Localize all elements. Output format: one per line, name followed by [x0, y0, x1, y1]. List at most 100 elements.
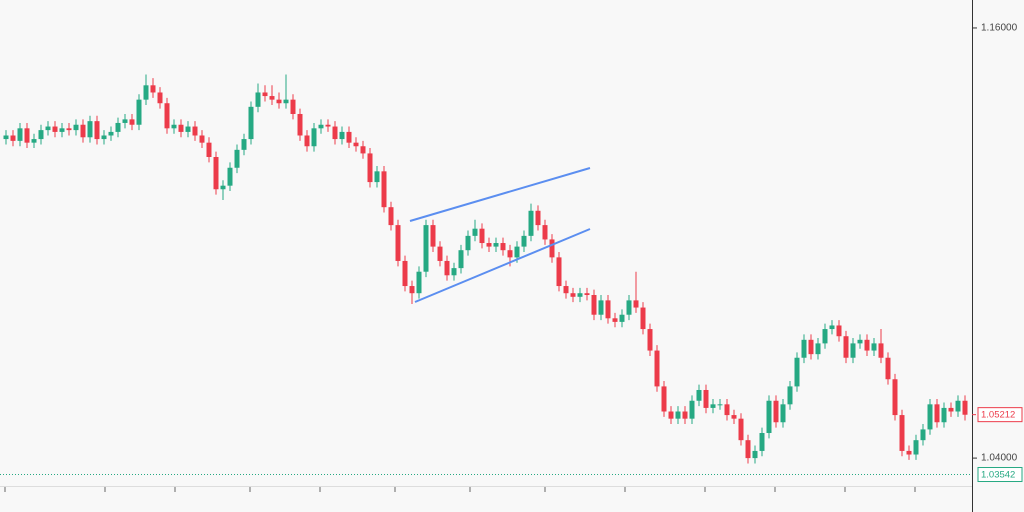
candle-body: [948, 407, 954, 412]
candle-body: [710, 404, 716, 408]
price-label-box: [977, 407, 1023, 423]
candle-body: [605, 300, 611, 319]
candle-body: [640, 307, 646, 330]
candle-body: [150, 85, 156, 93]
candle-body: [171, 124, 177, 129]
candle-body: [129, 119, 135, 125]
candle-body: [535, 210, 541, 226]
candle-body: [514, 246, 520, 258]
candle-body: [633, 300, 639, 308]
candle-body: [549, 239, 555, 258]
candle-body: [164, 103, 170, 129]
candle-body: [367, 153, 373, 183]
candle-body: [430, 225, 436, 247]
candle-body: [297, 113, 303, 136]
candle-body: [906, 450, 912, 455]
candle-body: [822, 329, 828, 344]
candle-body: [255, 92, 261, 107]
candle-body: [374, 171, 380, 183]
candle-body: [325, 124, 331, 127]
candle-body: [612, 318, 618, 322]
candle-body: [584, 293, 590, 296]
candle-body: [801, 339, 807, 358]
candle-body: [346, 131, 352, 143]
candle-body: [437, 246, 443, 261]
candle-body: [829, 325, 835, 330]
candle-body: [941, 407, 947, 423]
candle-body: [920, 429, 926, 441]
candle-body: [864, 339, 870, 351]
candle-body: [892, 379, 898, 416]
candle-body: [682, 411, 688, 419]
y-tick-label: 1.16000: [981, 23, 1018, 34]
candle-body: [409, 286, 415, 294]
candle-body: [661, 386, 667, 412]
candle-body: [3, 135, 9, 140]
candle-body: [808, 339, 814, 355]
candle-body: [416, 271, 422, 294]
candle-body: [73, 124, 79, 131]
candle-body: [381, 171, 387, 208]
candle-body: [423, 225, 429, 272]
candle-body: [115, 122, 121, 132]
candle-body: [465, 235, 471, 251]
trend-line: [414, 228, 591, 303]
candle-body: [731, 415, 737, 419]
candle-body: [654, 350, 660, 387]
candle-body: [878, 343, 884, 358]
candle-body: [178, 124, 184, 132]
candle-body: [360, 146, 366, 154]
candle-body: [486, 243, 492, 247]
price-label-box: [977, 467, 1023, 483]
candle-body: [766, 400, 772, 434]
candle-body: [276, 99, 282, 104]
candle-body: [94, 121, 100, 140]
price-label: 1.05212: [981, 410, 1015, 421]
candle-body: [745, 440, 751, 459]
candle-body: [290, 99, 296, 114]
candle-body: [794, 357, 800, 387]
candle-body: [528, 210, 534, 236]
candle-body: [962, 400, 968, 415]
candle-body: [10, 135, 16, 141]
candle-body: [185, 126, 191, 132]
candle-body: [850, 343, 856, 358]
candle-body: [577, 293, 583, 297]
candle-body: [759, 433, 765, 451]
candle-body: [500, 243, 506, 251]
candle-body: [668, 411, 674, 419]
candle-body: [619, 314, 625, 322]
candle-body: [507, 250, 513, 258]
y-tick-label: 1.04000: [981, 453, 1018, 464]
candle-body: [675, 411, 681, 419]
candle-body: [521, 235, 527, 247]
candle-body: [45, 126, 51, 131]
candle-body: [269, 96, 275, 100]
candle-body: [66, 128, 72, 131]
candle-body: [787, 386, 793, 405]
candle-body: [220, 185, 226, 190]
candle-body: [304, 135, 310, 147]
candle-body: [199, 135, 205, 143]
candle-body: [451, 268, 457, 276]
candle-body: [339, 131, 345, 140]
candle-body: [479, 228, 485, 244]
candle-body: [52, 126, 58, 132]
candle-body: [192, 126, 198, 136]
candle-body: [871, 343, 877, 351]
candle-body: [101, 135, 107, 140]
candle-body: [136, 99, 142, 125]
candle-body: [248, 106, 254, 140]
candle-body: [241, 139, 247, 150]
candle-body: [696, 389, 702, 401]
candle-body: [857, 339, 863, 344]
candle-body: [836, 325, 842, 337]
price-label: 1.03542: [981, 470, 1015, 481]
candle-body: [143, 85, 149, 100]
candle-body: [955, 400, 961, 412]
candle-body: [556, 257, 562, 287]
candle-body: [87, 121, 93, 138]
candle-body: [773, 400, 779, 423]
candle-body: [738, 418, 744, 441]
